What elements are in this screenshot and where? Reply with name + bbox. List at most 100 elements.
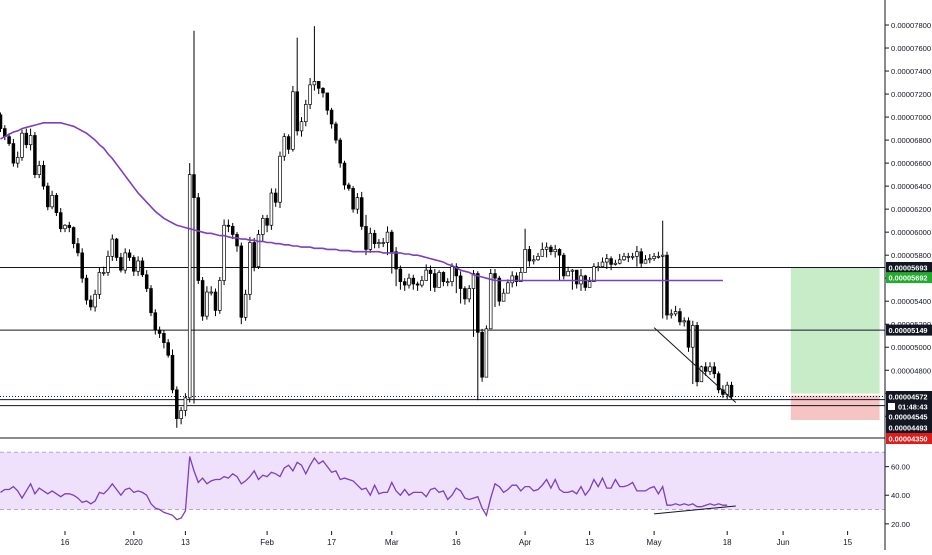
price-tick-label: 0.00007800 xyxy=(891,21,931,30)
candle-body xyxy=(46,185,50,208)
candle-body xyxy=(347,184,351,189)
candle-body xyxy=(531,259,536,262)
candle-body xyxy=(484,328,489,378)
candle-body xyxy=(686,320,691,348)
candle-body xyxy=(41,165,46,187)
candle-body xyxy=(170,354,175,391)
price-tick-label: 0.00004800 xyxy=(891,366,931,375)
candle-body xyxy=(381,242,385,244)
moving-average xyxy=(0,122,723,282)
price-tag: 0.00005693 xyxy=(886,261,932,273)
candle-body xyxy=(286,136,291,150)
rsi-band xyxy=(0,452,885,510)
candle-body xyxy=(209,291,213,294)
candle-body xyxy=(385,231,390,243)
candle-body xyxy=(273,192,278,203)
candle-body xyxy=(372,232,377,245)
time-tick-label: May xyxy=(647,538,662,547)
candle-body xyxy=(613,262,618,265)
price-tag-label: 0.00005149 xyxy=(889,326,928,335)
candle-body xyxy=(424,269,428,281)
candle-body xyxy=(450,266,454,282)
candle-body xyxy=(329,109,334,125)
candle-body xyxy=(187,174,192,399)
candle-body xyxy=(291,91,295,150)
price-tag-label: 0.00004572 xyxy=(889,392,928,401)
candle-body xyxy=(7,136,11,144)
price-tag-label: 01:48:43 xyxy=(898,402,928,411)
candle-body xyxy=(355,197,360,210)
candle-body xyxy=(506,282,510,294)
candle-body xyxy=(338,139,342,164)
candle-body xyxy=(660,254,665,257)
candle-body xyxy=(97,272,102,295)
price-tag: 0.00004572 xyxy=(886,390,932,402)
candle-body xyxy=(351,188,355,210)
price-tag: 0.00005692 xyxy=(886,272,932,284)
candle-body xyxy=(682,320,686,323)
candle-body xyxy=(316,81,321,89)
candle-body xyxy=(364,226,368,250)
candle-body xyxy=(140,260,145,276)
candle-body xyxy=(54,194,59,213)
candle-body xyxy=(699,366,704,383)
price-tag-bg xyxy=(886,410,932,422)
candle-body xyxy=(574,269,579,285)
candle-body xyxy=(15,157,20,164)
candle-body xyxy=(703,366,708,372)
candle-body xyxy=(359,197,364,227)
candle-body xyxy=(695,325,699,383)
candle-body xyxy=(411,277,416,285)
candle-body xyxy=(669,313,674,316)
rsi-tick-label: 40.00 xyxy=(891,491,910,500)
candle-body xyxy=(304,104,308,123)
price-tick-label: 0.00006600 xyxy=(891,159,931,168)
candle-body xyxy=(549,246,553,253)
candle-body xyxy=(501,292,506,302)
price-tag-label: 0.00005693 xyxy=(889,263,928,272)
candle-body xyxy=(192,174,196,198)
candle-body xyxy=(398,268,403,282)
candle-body xyxy=(566,270,570,277)
candle-body xyxy=(235,234,239,247)
candle-body xyxy=(33,135,37,175)
candle-body xyxy=(622,255,626,261)
candle-body xyxy=(282,136,287,157)
price-tag-bg xyxy=(886,324,932,336)
price-tags: 0.00005693 0.00005692 0.00005149 0.00004572… xyxy=(886,261,932,444)
time-tick-label: 13 xyxy=(181,538,190,547)
price-tick-label: 0.00007600 xyxy=(891,44,931,53)
time-tick-label: Mar xyxy=(385,538,399,547)
time-tick-label: 16 xyxy=(61,538,70,547)
time-tick-label: 17 xyxy=(327,538,336,547)
price-tick-label: 0.00006200 xyxy=(891,205,931,214)
candle-body xyxy=(428,269,433,274)
candle-body xyxy=(536,255,540,261)
price-tick-label: 0.00007000 xyxy=(891,113,931,122)
candle-body xyxy=(557,249,562,256)
candle-body xyxy=(20,132,24,158)
candle-body xyxy=(213,291,218,311)
candle-body xyxy=(514,275,519,282)
candle-body xyxy=(368,232,373,250)
candle-body xyxy=(123,252,127,271)
candle-body xyxy=(265,217,269,226)
candle-body xyxy=(570,269,575,272)
candle-body xyxy=(471,273,476,289)
candle-body xyxy=(583,275,588,288)
candle-body xyxy=(402,281,407,286)
candle-body xyxy=(239,245,244,318)
position-zones xyxy=(790,267,880,421)
moving-average-line xyxy=(0,122,723,282)
candle-body xyxy=(656,255,661,258)
candle-body xyxy=(729,384,734,398)
price-tick-label: 0.00007200 xyxy=(891,90,931,99)
candle-body xyxy=(592,266,596,282)
candle-body xyxy=(269,192,274,226)
candle-body xyxy=(630,255,635,258)
candle-body xyxy=(480,331,484,378)
price-tag-bg xyxy=(886,432,932,444)
candle-body xyxy=(325,92,330,111)
candle-body xyxy=(37,165,41,175)
